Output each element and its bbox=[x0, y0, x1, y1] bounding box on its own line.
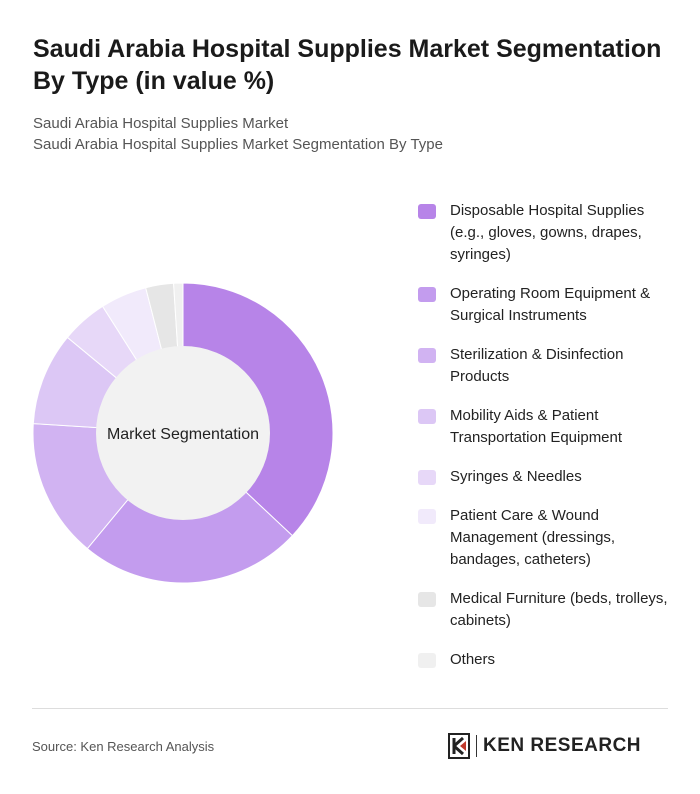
legend-item: Sterilization & Disinfection Products bbox=[418, 344, 678, 388]
donut-chart: Market Segmentation bbox=[32, 282, 334, 584]
ken-research-logo-icon bbox=[448, 733, 470, 759]
legend-item: Syringes & Needles bbox=[418, 466, 678, 488]
legend-label: Operating Room Equipment & Surgical Inst… bbox=[450, 285, 651, 324]
legend-swatch bbox=[418, 287, 436, 302]
legend-swatch bbox=[418, 204, 436, 219]
brand-separator bbox=[476, 735, 477, 757]
legend-label: Others bbox=[450, 651, 496, 668]
legend-item: Patient Care & Wound Management (dressin… bbox=[418, 505, 678, 571]
legend-swatch bbox=[418, 348, 436, 363]
legend-swatch bbox=[418, 470, 436, 485]
source-note: Source: Ken Research Analysis bbox=[32, 739, 215, 754]
legend-label: Disposable Hospital Supplies (e.g., glov… bbox=[450, 202, 645, 263]
legend-item: Others bbox=[418, 649, 678, 671]
legend-item: Operating Room Equipment & Surgical Inst… bbox=[418, 283, 678, 327]
legend-swatch bbox=[418, 653, 436, 668]
chart-legend: Disposable Hospital Supplies (e.g., glov… bbox=[418, 200, 678, 688]
legend-swatch bbox=[418, 592, 436, 607]
legend-label: Patient Care & Wound Management (dressin… bbox=[450, 507, 616, 568]
legend-item: Disposable Hospital Supplies (e.g., glov… bbox=[418, 200, 678, 266]
legend-label: Sterilization & Disinfection Products bbox=[450, 346, 624, 385]
legend-item: Mobility Aids & Patient Transportation E… bbox=[418, 405, 678, 449]
donut-center-label: Market Segmentation bbox=[107, 426, 259, 443]
subtitle-line-segmentation: Saudi Arabia Hospital Supplies Market Se… bbox=[33, 136, 443, 153]
chart-subtitle: Saudi Arabia Hospital Supplies Market Sa… bbox=[33, 113, 443, 155]
chart-title: Saudi Arabia Hospital Supplies Market Se… bbox=[33, 35, 662, 95]
brand-logo: KEN RESEARCH bbox=[448, 732, 670, 760]
legend-item: Medical Furniture (beds, trolleys, cabin… bbox=[418, 588, 678, 632]
legend-label: Medical Furniture (beds, trolleys, cabin… bbox=[450, 590, 668, 629]
brand-name: KEN RESEARCH bbox=[483, 735, 642, 756]
subtitle-line-market: Saudi Arabia Hospital Supplies Market bbox=[33, 115, 289, 132]
legend-swatch bbox=[418, 509, 436, 524]
donut-center bbox=[96, 346, 270, 520]
legend-swatch bbox=[418, 409, 436, 424]
footer-divider bbox=[32, 708, 668, 709]
legend-label: Mobility Aids & Patient Transportation E… bbox=[450, 407, 623, 446]
donut-slices bbox=[32, 282, 334, 584]
legend-label: Syringes & Needles bbox=[450, 468, 582, 485]
